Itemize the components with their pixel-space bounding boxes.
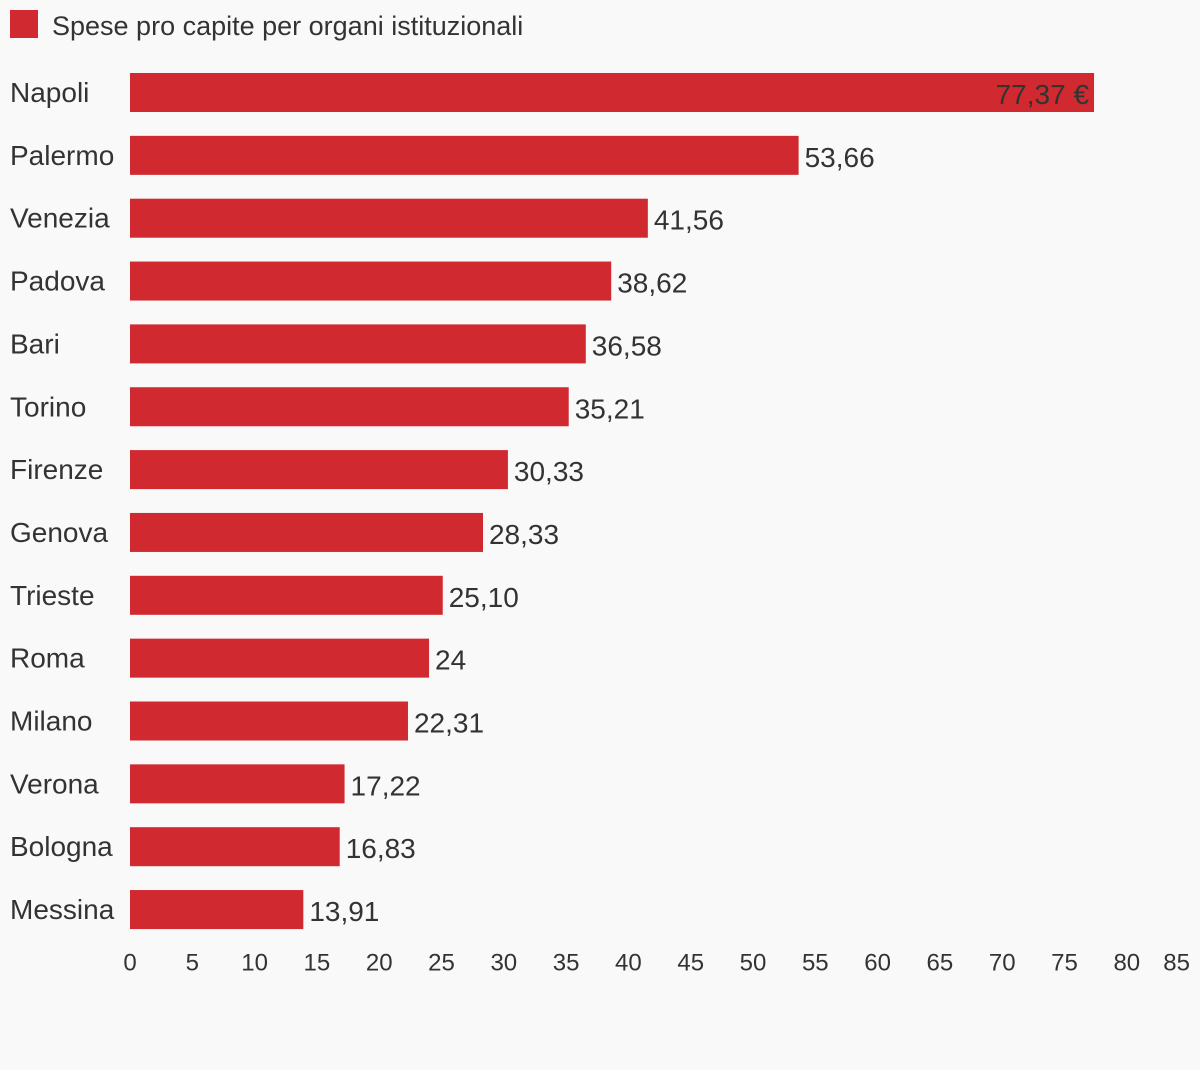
bar: [130, 73, 1095, 112]
data-label: 36,58: [592, 330, 662, 361]
data-label: 77,37 €: [996, 79, 1090, 110]
bar: [130, 512, 483, 552]
legend: Spese pro capite per organi istituzional…: [10, 10, 523, 42]
bar: [130, 575, 443, 615]
tick-label: 85: [1163, 950, 1190, 977]
category-label: Palermo: [10, 140, 114, 171]
data-label: 22,31: [414, 708, 484, 739]
bar: [130, 450, 508, 490]
category-label: Genova: [10, 517, 108, 548]
tick-label: 80: [1113, 950, 1140, 977]
tick-label: 15: [304, 950, 331, 977]
tick-label: 55: [802, 950, 829, 977]
tick-label: 60: [864, 950, 891, 977]
legend-swatch: [10, 10, 38, 38]
category-label: Padova: [10, 266, 105, 297]
category-label: Trieste: [10, 580, 95, 611]
category-label: Napoli: [10, 77, 89, 108]
data-label: 17,22: [351, 770, 421, 801]
tick-label: 25: [428, 950, 455, 977]
tick-label: 50: [740, 950, 767, 977]
bar: [130, 324, 586, 364]
bar: [130, 890, 304, 930]
tick-label: 30: [490, 950, 517, 977]
bar: [130, 827, 340, 867]
category-label: Torino: [10, 391, 86, 422]
data-label: 28,33: [489, 519, 559, 550]
tick-label: 5: [186, 950, 199, 977]
legend-label: Spese pro capite per organi istituzional…: [52, 11, 524, 41]
tick-label: 35: [553, 950, 580, 977]
tick-label: 40: [615, 950, 642, 977]
data-label: 25,10: [449, 582, 519, 613]
bar: [130, 198, 648, 238]
data-label: 35,21: [575, 393, 645, 424]
data-label: 16,83: [346, 833, 416, 864]
bar: [130, 638, 430, 678]
category-label: Bologna: [10, 831, 113, 862]
category-label: Milano: [10, 706, 92, 737]
category-label: Messina: [10, 894, 115, 925]
bar: [130, 764, 345, 804]
tick-label: 20: [366, 950, 393, 977]
data-label: 13,91: [309, 896, 379, 927]
category-label: Venezia: [10, 203, 110, 234]
bar: [130, 701, 408, 741]
data-label: 53,66: [805, 142, 875, 173]
data-label: 38,62: [617, 268, 687, 299]
category-label: Firenze: [10, 454, 103, 485]
tick-label: 0: [123, 950, 136, 977]
data-label: 24: [435, 645, 466, 676]
bar: [130, 261, 612, 301]
data-label: 30,33: [514, 456, 584, 487]
tick-label: 10: [241, 950, 268, 977]
data-label: 41,56: [654, 205, 724, 236]
category-label: Roma: [10, 643, 85, 674]
tick-label: 70: [989, 950, 1016, 977]
tick-label: 45: [677, 950, 704, 977]
bar: [130, 135, 799, 175]
tick-label: 75: [1051, 950, 1078, 977]
bar: [130, 387, 569, 427]
category-label: Bari: [10, 328, 60, 359]
tick-label: 65: [927, 950, 954, 977]
category-label: Verona: [10, 768, 99, 799]
